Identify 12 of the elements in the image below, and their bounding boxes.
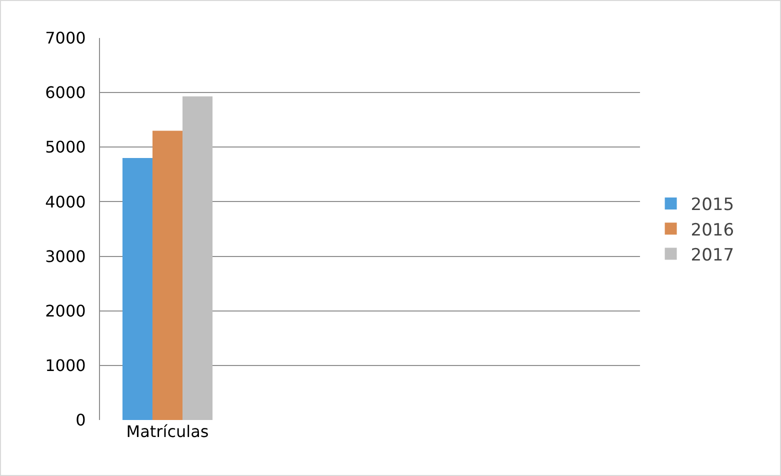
y-tick-label: 3000 [45,246,86,266]
y-tick-label: 1000 [45,356,86,376]
y-tick-label: 4000 [45,192,86,212]
legend-label: 2016 [690,220,734,240]
y-tick-label: 0 [76,410,86,430]
y-tick-label: 6000 [45,83,86,102]
y-tick-label: 5000 [45,138,86,157]
legend-label: 2015 [690,195,734,216]
legend-label: 2017 [690,245,734,266]
y-tick-label: 7000 [45,28,86,48]
y-tick-label: 2000 [45,301,86,320]
x-tick-label: Matrículas [126,422,209,441]
